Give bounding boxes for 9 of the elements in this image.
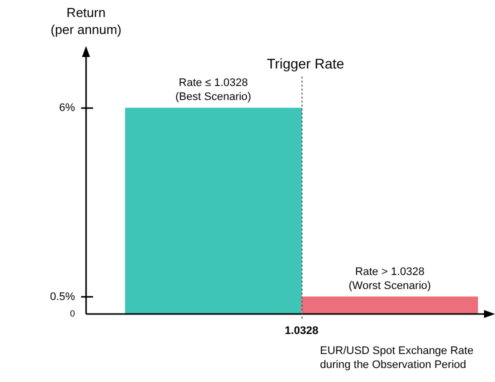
- text: 1.0328: [284, 325, 318, 337]
- annotation: Rate > 1.0328 (Worst Scenario): [348, 266, 431, 292]
- annotation: Trigger Rate: [266, 56, 344, 72]
- y-tick-label: 0.5%: [50, 290, 76, 303]
- annotation: Rate ≤ 1.0328 (Best Scenario): [175, 77, 252, 104]
- y-tick-label: 6%: [59, 102, 76, 114]
- y-axis-title: Return (per annum): [50, 5, 122, 37]
- x-axis-title: EUR/USD Spot Exchange Rate during the Observation Period: [320, 345, 474, 371]
- y-tick-label: 0: [70, 308, 76, 318]
